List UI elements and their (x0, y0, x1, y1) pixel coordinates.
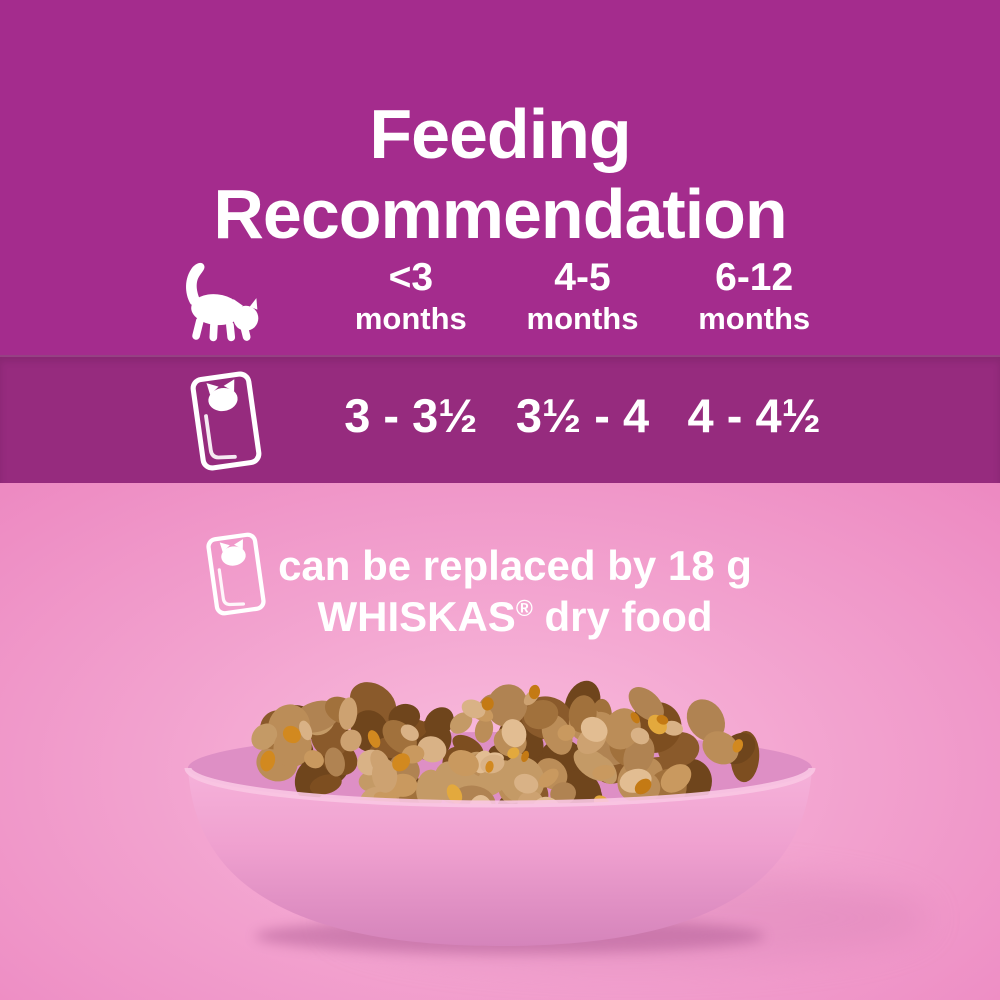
pouch-count-row: 3 - 3½ 3½ - 4 4 - 4½ (325, 392, 840, 439)
age-column-6-12-months: 6-12 months (668, 258, 840, 336)
pouch-icon-small (204, 530, 268, 618)
age-unit: months (526, 301, 639, 336)
title-line-1: Feeding (369, 94, 631, 173)
pouch-count-under-3-months: 3 - 3½ (344, 389, 478, 442)
note-line-2-rest: dry food (532, 593, 713, 641)
age-range: 6-12 (715, 256, 794, 299)
dry-food-note: can be replaced by 18 g WHISKAS® dry foo… (270, 540, 760, 642)
bowl-body (188, 768, 812, 946)
bowl-rim-highlight (184, 767, 816, 808)
age-column-4-5-months: 4-5 months (497, 258, 669, 336)
kitten-icon (186, 262, 259, 342)
age-header-row: <3 months 4-5 months 6-12 months (325, 258, 840, 336)
brand-name: WHISKAS (317, 593, 516, 641)
pouch-count-6-12-months: 4 - 4½ (687, 389, 821, 442)
note-line-2: WHISKAS® dry food (270, 591, 760, 642)
age-range: 4-5 (554, 256, 611, 299)
age-unit: months (698, 301, 811, 336)
age-unit: months (354, 301, 467, 336)
title-line-2: Recommendation (213, 174, 787, 253)
pouch-icon (184, 370, 268, 472)
pouch-count-4-5-months: 3½ - 4 (515, 389, 650, 442)
top-section: Feeding Recommendation <3 months (0, 0, 1000, 355)
registered-trademark: ® (515, 595, 533, 622)
age-range: <3 (388, 256, 434, 299)
age-column-under-3-months: <3 months (325, 258, 497, 336)
food-bowl-photo (184, 680, 930, 966)
page-title: Feeding Recommendation (0, 95, 1000, 255)
note-line-1: can be replaced by 18 g (278, 542, 752, 589)
pouches-per-day-row (0, 355, 1000, 483)
